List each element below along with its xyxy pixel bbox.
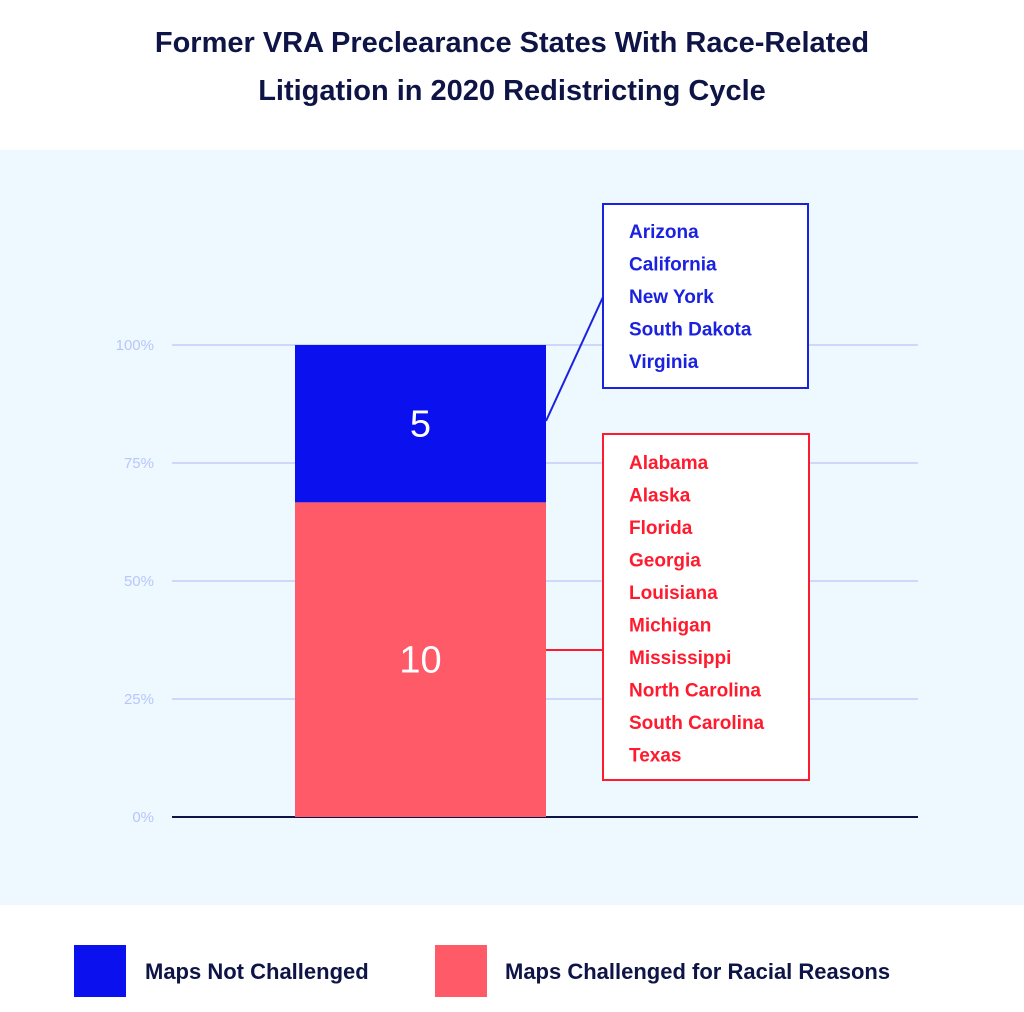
legend-label: Maps Challenged for Racial Reasons <box>505 959 890 984</box>
state-label: South Carolina <box>629 713 765 734</box>
state-label: New York <box>629 287 714 308</box>
chart-title-line-1: Former VRA Preclearance States With Race… <box>155 27 869 59</box>
y-tick-label: 25% <box>124 691 154 708</box>
legend-label: Maps Not Challenged <box>145 959 369 984</box>
legend-swatch <box>74 945 126 997</box>
state-label: Arizona <box>629 222 699 243</box>
state-label: Louisiana <box>629 583 718 604</box>
state-label: South Dakota <box>629 320 752 341</box>
state-label: Michigan <box>629 616 711 637</box>
state-label: Virginia <box>629 352 699 373</box>
state-label: North Carolina <box>629 681 761 702</box>
state-label: California <box>629 255 717 276</box>
y-tick-label: 50% <box>124 573 154 590</box>
state-label: Alabama <box>629 453 709 474</box>
bar-value-label: 5 <box>410 404 431 446</box>
bar-value-label: 10 <box>399 640 441 682</box>
challenged-states-box <box>602 433 810 781</box>
y-tick-label: 75% <box>124 455 154 472</box>
state-label: Mississippi <box>629 648 731 669</box>
y-tick-label: 0% <box>132 809 154 826</box>
bar-segment-not-challenged <box>295 345 546 503</box>
state-label: Georgia <box>629 551 701 572</box>
state-label: Alaska <box>629 486 691 507</box>
not-challenged-leader-line <box>545 296 604 422</box>
state-label: Texas <box>629 746 681 767</box>
chart-title-line-2: Litigation in 2020 Redistricting Cycle <box>258 75 766 107</box>
not-challenged-states-box <box>602 203 809 389</box>
state-label: Florida <box>629 518 693 539</box>
bar-segment-challenged <box>295 502 546 817</box>
y-tick-label: 100% <box>116 337 154 354</box>
legend-swatch <box>435 945 487 997</box>
